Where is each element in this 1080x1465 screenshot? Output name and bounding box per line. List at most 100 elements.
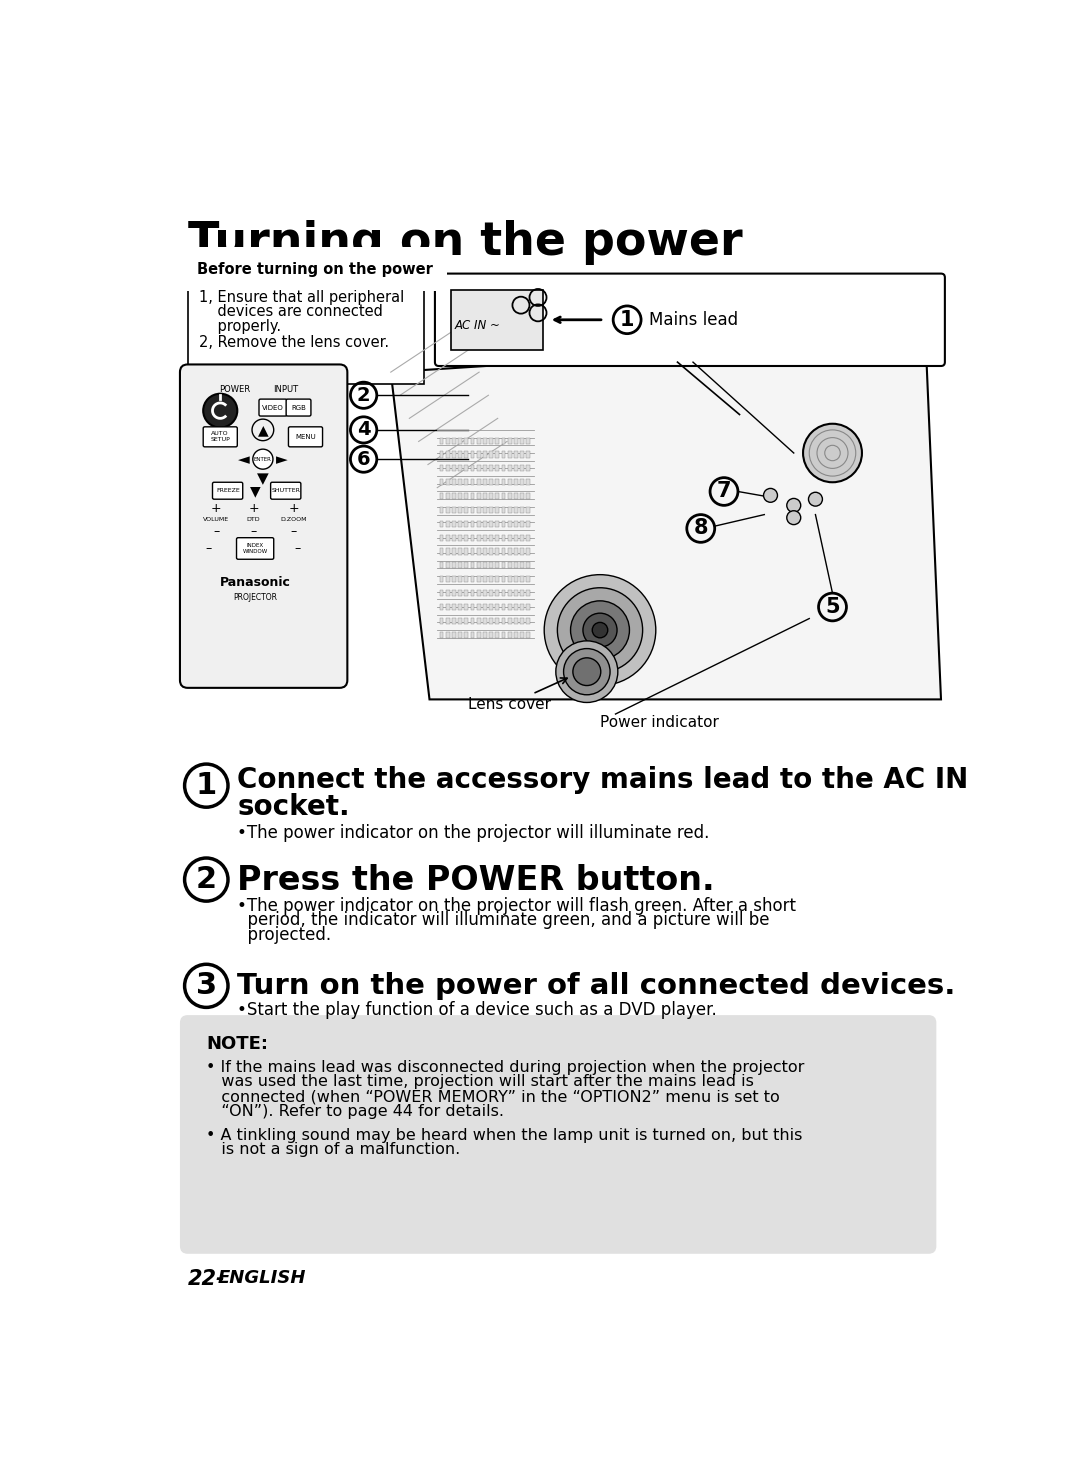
FancyBboxPatch shape bbox=[440, 507, 444, 513]
FancyBboxPatch shape bbox=[489, 563, 494, 568]
FancyBboxPatch shape bbox=[446, 479, 449, 485]
FancyBboxPatch shape bbox=[514, 563, 517, 568]
FancyBboxPatch shape bbox=[476, 494, 481, 500]
FancyBboxPatch shape bbox=[489, 535, 494, 541]
Text: 8: 8 bbox=[693, 519, 708, 539]
FancyBboxPatch shape bbox=[464, 438, 469, 444]
Text: PROJECTOR: PROJECTOR bbox=[233, 593, 278, 602]
FancyBboxPatch shape bbox=[451, 438, 456, 444]
FancyBboxPatch shape bbox=[464, 604, 469, 609]
FancyBboxPatch shape bbox=[464, 494, 469, 500]
Circle shape bbox=[804, 423, 862, 482]
FancyBboxPatch shape bbox=[458, 548, 462, 555]
FancyBboxPatch shape bbox=[521, 576, 524, 583]
Circle shape bbox=[203, 394, 238, 428]
FancyBboxPatch shape bbox=[446, 535, 449, 541]
FancyBboxPatch shape bbox=[489, 576, 494, 583]
FancyBboxPatch shape bbox=[464, 618, 469, 624]
FancyBboxPatch shape bbox=[440, 494, 444, 500]
FancyBboxPatch shape bbox=[451, 535, 456, 541]
FancyBboxPatch shape bbox=[451, 590, 456, 596]
FancyBboxPatch shape bbox=[446, 466, 449, 472]
FancyBboxPatch shape bbox=[440, 451, 444, 457]
FancyBboxPatch shape bbox=[464, 535, 469, 541]
FancyBboxPatch shape bbox=[496, 631, 499, 637]
FancyBboxPatch shape bbox=[446, 604, 449, 609]
FancyBboxPatch shape bbox=[508, 479, 512, 485]
Text: 2, Remove the lens cover.: 2, Remove the lens cover. bbox=[200, 335, 390, 350]
FancyBboxPatch shape bbox=[440, 479, 444, 485]
FancyBboxPatch shape bbox=[451, 451, 456, 457]
FancyBboxPatch shape bbox=[508, 451, 512, 457]
FancyBboxPatch shape bbox=[476, 604, 481, 609]
FancyBboxPatch shape bbox=[496, 466, 499, 472]
FancyBboxPatch shape bbox=[446, 451, 449, 457]
Polygon shape bbox=[391, 337, 941, 699]
FancyBboxPatch shape bbox=[464, 590, 469, 596]
FancyBboxPatch shape bbox=[446, 563, 449, 568]
FancyBboxPatch shape bbox=[521, 590, 524, 596]
FancyBboxPatch shape bbox=[451, 507, 456, 513]
FancyBboxPatch shape bbox=[514, 507, 517, 513]
Text: 1: 1 bbox=[195, 771, 217, 800]
FancyBboxPatch shape bbox=[471, 535, 474, 541]
Text: INDEX
WINDOW: INDEX WINDOW bbox=[243, 544, 268, 554]
FancyBboxPatch shape bbox=[483, 590, 487, 596]
FancyBboxPatch shape bbox=[451, 563, 456, 568]
FancyBboxPatch shape bbox=[489, 520, 494, 527]
FancyBboxPatch shape bbox=[464, 631, 469, 637]
FancyBboxPatch shape bbox=[446, 576, 449, 583]
Circle shape bbox=[572, 658, 600, 686]
FancyBboxPatch shape bbox=[476, 548, 481, 555]
FancyBboxPatch shape bbox=[464, 479, 469, 485]
FancyBboxPatch shape bbox=[514, 438, 517, 444]
FancyBboxPatch shape bbox=[446, 507, 449, 513]
FancyBboxPatch shape bbox=[476, 590, 481, 596]
FancyBboxPatch shape bbox=[526, 604, 530, 609]
FancyBboxPatch shape bbox=[501, 576, 505, 583]
Text: NOTE:: NOTE: bbox=[206, 1036, 268, 1053]
FancyBboxPatch shape bbox=[501, 479, 505, 485]
FancyBboxPatch shape bbox=[489, 494, 494, 500]
FancyBboxPatch shape bbox=[496, 590, 499, 596]
FancyBboxPatch shape bbox=[458, 451, 462, 457]
Circle shape bbox=[544, 574, 656, 686]
FancyBboxPatch shape bbox=[489, 466, 494, 472]
Text: •The power indicator on the projector will flash green. After a short: •The power indicator on the projector wi… bbox=[238, 897, 796, 914]
Text: POWER: POWER bbox=[218, 385, 249, 394]
FancyBboxPatch shape bbox=[496, 535, 499, 541]
FancyBboxPatch shape bbox=[458, 631, 462, 637]
FancyBboxPatch shape bbox=[464, 576, 469, 583]
FancyBboxPatch shape bbox=[521, 466, 524, 472]
Text: FREEZE: FREEZE bbox=[216, 488, 240, 494]
Text: DTD: DTD bbox=[246, 517, 260, 523]
FancyBboxPatch shape bbox=[476, 438, 481, 444]
Text: 7: 7 bbox=[717, 482, 731, 501]
Text: +: + bbox=[248, 502, 259, 514]
FancyBboxPatch shape bbox=[501, 520, 505, 527]
Text: –: – bbox=[205, 542, 212, 555]
FancyBboxPatch shape bbox=[446, 548, 449, 555]
FancyBboxPatch shape bbox=[471, 631, 474, 637]
Text: properly.: properly. bbox=[200, 319, 282, 334]
FancyBboxPatch shape bbox=[508, 576, 512, 583]
FancyBboxPatch shape bbox=[464, 563, 469, 568]
FancyBboxPatch shape bbox=[521, 479, 524, 485]
Circle shape bbox=[786, 498, 800, 513]
FancyBboxPatch shape bbox=[514, 535, 517, 541]
FancyBboxPatch shape bbox=[514, 451, 517, 457]
Text: 5: 5 bbox=[825, 598, 840, 617]
Circle shape bbox=[253, 450, 273, 469]
FancyBboxPatch shape bbox=[458, 604, 462, 609]
Text: Power indicator: Power indicator bbox=[600, 715, 719, 730]
Circle shape bbox=[809, 492, 823, 505]
FancyBboxPatch shape bbox=[440, 590, 444, 596]
FancyBboxPatch shape bbox=[489, 438, 494, 444]
FancyBboxPatch shape bbox=[471, 563, 474, 568]
FancyBboxPatch shape bbox=[446, 438, 449, 444]
FancyBboxPatch shape bbox=[476, 535, 481, 541]
FancyBboxPatch shape bbox=[483, 618, 487, 624]
FancyBboxPatch shape bbox=[483, 520, 487, 527]
FancyBboxPatch shape bbox=[508, 494, 512, 500]
FancyBboxPatch shape bbox=[508, 631, 512, 637]
